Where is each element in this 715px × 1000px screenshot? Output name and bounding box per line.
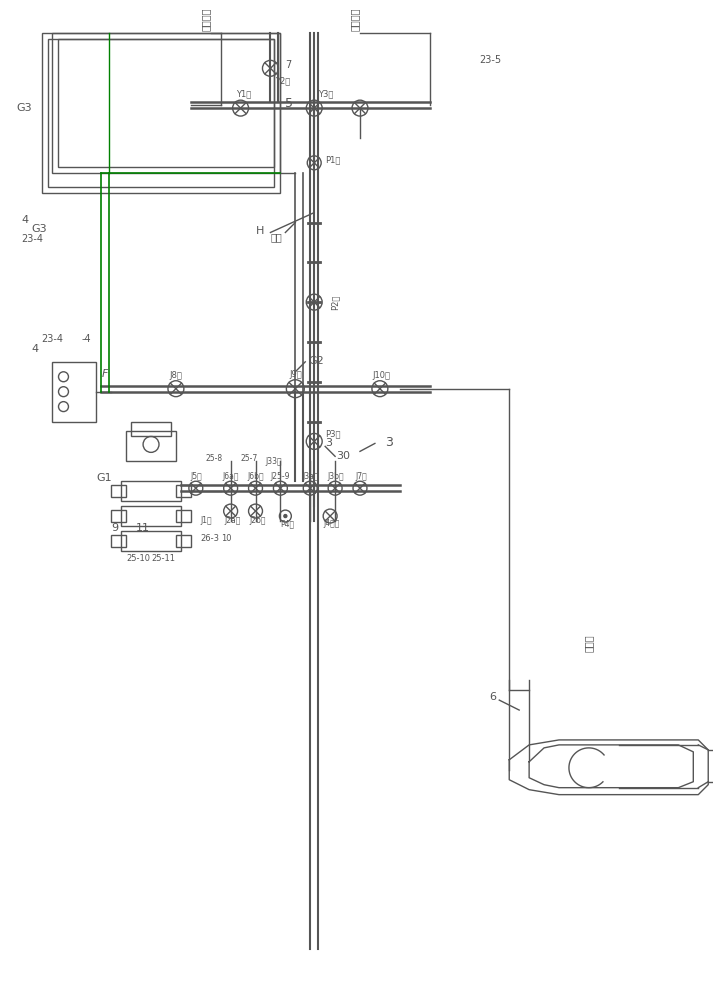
Text: H: H [255,226,264,236]
Text: J2b井: J2b井 [250,516,266,525]
Bar [176,510,191,522]
Bar [57,39,275,167]
Text: J6a井: J6a井 [222,472,240,481]
Bar [122,506,181,526]
Text: 3: 3 [325,438,332,448]
Text: J3b井: J3b井 [327,472,344,481]
Bar [51,33,280,173]
Text: J33井: J33井 [265,457,282,466]
Text: J7井: J7井 [355,472,367,481]
Text: P2井: P2井 [330,294,339,310]
Text: J3a井: J3a井 [302,472,319,481]
Bar [131,422,171,436]
Bar [176,535,191,547]
Bar [51,362,97,422]
Bar [122,481,181,501]
Text: G3: G3 [16,103,32,113]
Text: 3: 3 [385,436,393,449]
Text: 6: 6 [489,692,496,702]
Text: J9米: J9米 [290,370,302,379]
Text: 4: 4 [21,215,29,225]
Text: 9: 9 [112,523,119,533]
Bar [41,33,280,193]
Text: G3: G3 [31,224,47,234]
Text: J2a井: J2a井 [225,516,241,525]
Text: 23-4: 23-4 [41,334,64,344]
Text: Y1米: Y1米 [236,89,251,98]
Text: J1井: J1井 [201,516,212,525]
Text: 25-8: 25-8 [206,454,223,463]
Text: F: F [102,369,108,379]
Text: P4井: P4井 [280,519,295,528]
Bar [126,431,176,461]
Text: J25-9: J25-9 [270,472,290,481]
Text: 7: 7 [285,60,292,70]
Text: P3井: P3井 [325,429,340,438]
Bar [112,485,126,497]
Text: J8井: J8井 [169,371,182,380]
Text: P1米: P1米 [325,156,340,165]
Text: 25-7: 25-7 [240,454,258,463]
Text: 4: 4 [31,344,39,354]
Text: G1: G1 [97,473,112,483]
Text: 回泥罐: 回泥罐 [584,635,594,652]
Text: 装高压泵: 装高压泵 [201,7,211,31]
Text: G2: G2 [308,356,324,366]
Text: 25-10: 25-10 [126,554,150,563]
Bar [112,535,126,547]
Text: Y2束: Y2束 [275,76,291,85]
Bar [176,485,191,497]
Text: J4井井: J4井井 [323,519,340,528]
Text: 放喷: 放喷 [270,232,282,242]
Bar [48,39,275,187]
Text: J5井: J5井 [191,472,202,481]
Text: Y3米: Y3米 [318,89,334,98]
Text: 装高压泵: 装高压泵 [350,7,360,31]
Text: 11: 11 [136,523,150,533]
Text: 30: 30 [336,451,350,461]
Text: 10: 10 [221,534,231,543]
Text: 5: 5 [285,97,293,110]
Text: 23-4: 23-4 [21,234,44,244]
Text: 23-5: 23-5 [479,55,501,65]
Text: 25-11: 25-11 [151,554,175,563]
Text: J6b井: J6b井 [247,472,264,481]
Bar [112,510,126,522]
Bar [122,531,181,551]
Circle shape [284,515,287,518]
Text: 26-3: 26-3 [201,534,220,543]
Text: -4: -4 [82,334,91,344]
Text: J10井: J10井 [372,371,390,380]
